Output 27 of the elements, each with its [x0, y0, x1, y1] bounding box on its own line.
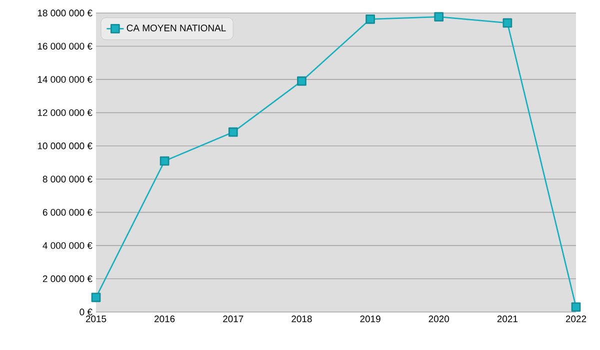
x-tick-label: 2015	[86, 316, 106, 322]
y-tick-label: 2 000 000 €	[42, 275, 92, 282]
point	[434, 12, 444, 22]
point	[571, 302, 581, 312]
x-tick-label: 2018	[292, 316, 312, 322]
point	[91, 292, 101, 302]
y-tick-label: 12 000 000 €	[38, 109, 92, 116]
y-tick-label: 8 000 000 €	[42, 176, 92, 182]
y-tick-label: 4 000 000 €	[42, 242, 92, 249]
point	[297, 76, 306, 86]
point	[228, 127, 238, 137]
point	[366, 14, 375, 24]
x-tick-label: 2016	[154, 316, 175, 322]
legend-label: CA MOYEN NATIONAL	[126, 24, 226, 32]
y-tick-label: 16 000 000 €	[38, 42, 92, 50]
y-tick-label: 14 000 000 €	[38, 76, 92, 83]
point	[160, 156, 170, 166]
x-tick-label: 2022	[566, 316, 586, 322]
x-tick-label: 2017	[223, 316, 244, 322]
y-tick-label: 0 €	[80, 308, 92, 316]
y-tick-label: 18 000 000 €	[38, 10, 92, 16]
y-tick-label: 10 000 000 €	[38, 142, 92, 150]
y-tick-label: 6 000 000 €	[42, 208, 92, 216]
x-tick-label: 2019	[360, 316, 380, 322]
point	[502, 18, 512, 28]
x-tick-label: 2021	[497, 316, 518, 322]
x-tick-label: 2020	[428, 316, 450, 322]
